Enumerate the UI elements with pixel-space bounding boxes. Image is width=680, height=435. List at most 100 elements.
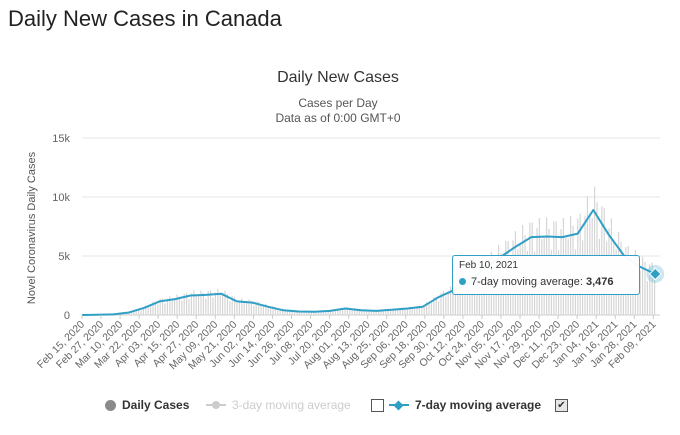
daily-case-bar [337, 308, 339, 315]
daily-case-bar [651, 262, 653, 315]
daily-case-bar [296, 310, 298, 315]
legend-3day-label: 3-day moving average [232, 398, 351, 412]
daily-case-bar [445, 296, 447, 315]
daily-case-bar [418, 305, 420, 315]
hover-point-marker [648, 267, 662, 281]
daily-case-bar [394, 308, 396, 315]
daily-case-bar [174, 299, 176, 315]
tooltip: Feb 10, 2021 7-day moving average: 3,476 [452, 255, 640, 295]
daily-case-bar [363, 309, 365, 315]
daily-case-bar [447, 291, 449, 315]
daily-case-bar [380, 310, 382, 315]
daily-case-bar [226, 294, 228, 315]
daily-case-bar [150, 305, 152, 315]
daily-case-bar [262, 304, 264, 315]
daily-case-bar [289, 309, 291, 315]
daily-case-bar [334, 310, 336, 315]
daily-case-bar [356, 309, 358, 315]
daily-case-bar [382, 310, 384, 315]
daily-case-bar [205, 298, 207, 315]
daily-case-bar [416, 306, 418, 315]
legend-daily-cases-label: Daily Cases [122, 398, 190, 412]
daily-case-bar [210, 290, 212, 315]
tooltip-date: Feb 10, 2021 [459, 260, 518, 271]
daily-case-bar [282, 308, 284, 315]
daily-case-bar [430, 302, 432, 315]
daily-case-bar [370, 309, 372, 315]
page-title: Daily New Cases in Canada [8, 6, 282, 31]
daily-case-bar [450, 286, 452, 315]
daily-case-bar [368, 309, 370, 315]
daily-case-bar [231, 295, 233, 315]
daily-case-bar [128, 312, 130, 315]
daily-case-bar [243, 301, 245, 315]
legend-7day[interactable]: 7-day moving average [389, 398, 541, 412]
chart-title: Daily New Cases [277, 69, 399, 86]
daily-case-bar [426, 302, 428, 315]
y-tick-label: 5k [58, 251, 70, 263]
daily-case-bar [402, 307, 404, 315]
daily-case-bar [387, 309, 389, 315]
daily-case-bar [440, 293, 442, 315]
daily-case-bar [207, 291, 209, 315]
daily-case-bar [435, 296, 437, 315]
daily-case-bar [152, 301, 154, 315]
daily-case-bar [486, 278, 488, 315]
daily-case-bar [327, 310, 329, 315]
daily-case-bar [378, 309, 380, 315]
daily-case-bar [594, 186, 596, 315]
daily-case-bar [166, 298, 168, 315]
daily-case-bar [286, 310, 288, 315]
daily-case-bar [354, 308, 356, 315]
daily-case-bar [260, 305, 262, 315]
daily-case-bar [164, 303, 166, 315]
legend-daily-cases-marker [105, 399, 116, 411]
daily-case-bar [421, 307, 423, 315]
daily-case-bar [442, 290, 444, 315]
daily-case-bar [202, 292, 204, 315]
daily-case-bar [248, 299, 250, 315]
daily-case-bar [238, 300, 240, 315]
daily-case-bar [404, 308, 406, 315]
legend-7day-checkbox[interactable]: ✔ [555, 399, 568, 412]
daily-case-bar [358, 310, 360, 315]
daily-case-bar [277, 310, 279, 315]
daily-case-bar [392, 308, 394, 315]
daily-case-bar [351, 308, 353, 315]
daily-case-bar [349, 310, 351, 315]
daily-case-bar [214, 292, 216, 315]
daily-case-bar [373, 311, 375, 315]
daily-case-bar [123, 313, 125, 315]
daily-case-bar [654, 277, 656, 315]
y-axis-label: Novel Coronavirus Daily Cases [26, 151, 38, 304]
daily-case-bar [428, 303, 430, 315]
daily-case-bar [452, 289, 454, 315]
daily-case-bar [178, 296, 180, 315]
daily-case-bar [644, 261, 646, 315]
daily-case-bar [188, 299, 190, 315]
daily-case-bar [464, 280, 466, 315]
daily-case-bar [200, 290, 202, 315]
legend-3day-checkbox[interactable] [371, 399, 384, 412]
daily-case-bar [438, 301, 440, 315]
daily-case-bar [646, 281, 648, 315]
daily-case-bar [397, 310, 399, 315]
daily-case-bar [253, 305, 255, 315]
legend-3day[interactable]: 3-day moving average [206, 398, 351, 412]
daily-case-bar [409, 306, 411, 315]
chart-subtitle-line2: Data as of 0:00 GMT+0 [275, 111, 400, 125]
daily-case-bar [466, 277, 468, 315]
daily-case-bar [169, 296, 171, 315]
legend-daily-cases[interactable]: Daily Cases [105, 398, 189, 412]
daily-case-bar [181, 300, 183, 315]
daily-case-bar [130, 311, 132, 315]
daily-case-bar [186, 292, 188, 315]
daily-case-bar [390, 310, 392, 315]
daily-case-bar [270, 307, 272, 315]
daily-case-bar [298, 310, 300, 315]
daily-case-bar [375, 310, 377, 315]
daily-case-bar [154, 302, 156, 315]
daily-case-bar [133, 311, 135, 315]
daily-case-bar [330, 309, 332, 315]
daily-case-bar [471, 279, 473, 315]
